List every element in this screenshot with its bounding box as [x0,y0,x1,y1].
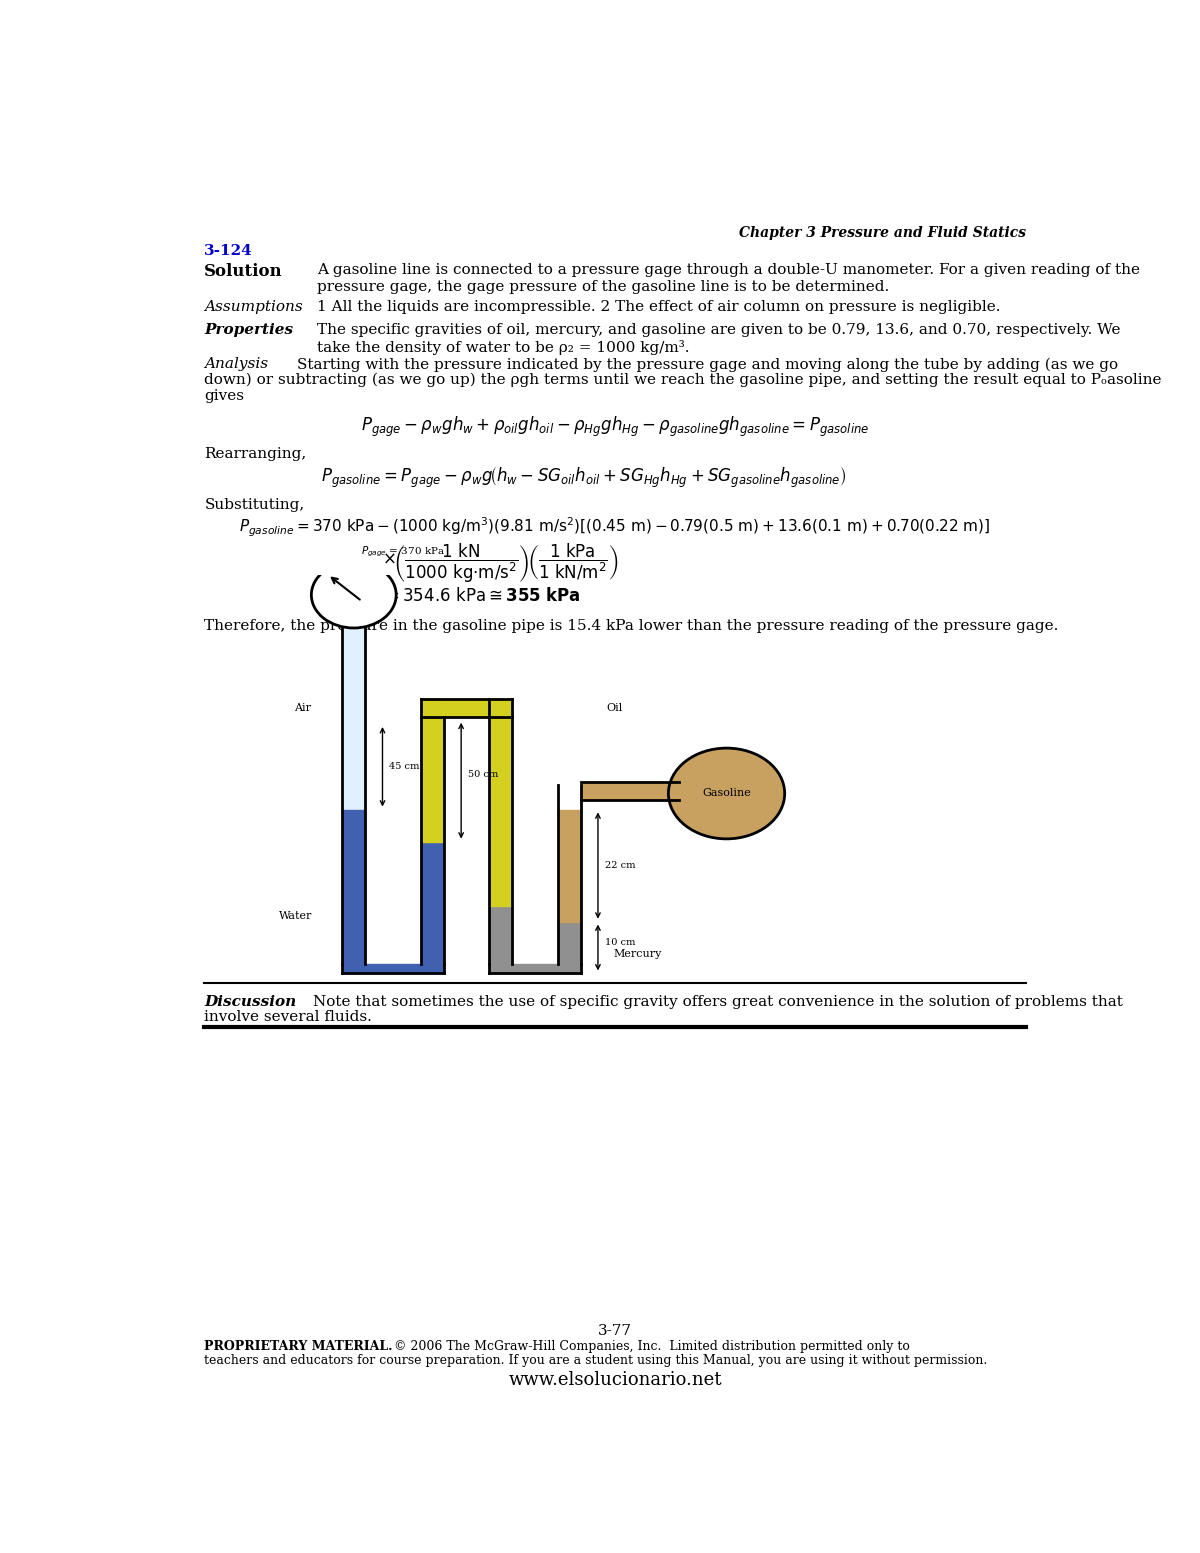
Text: Starting with the pressure indicated by the pressure gage and moving along the t: Starting with the pressure indicated by … [298,357,1118,371]
Text: Assumptions: Assumptions [204,300,302,314]
Circle shape [311,562,396,627]
Text: PROPRIETARY MATERIAL.: PROPRIETARY MATERIAL. [204,1340,392,1353]
Circle shape [668,749,785,839]
Text: Solution: Solution [204,264,283,281]
Text: © 2006 The McGraw-Hill Companies, Inc.  Limited distribution permitted only to: © 2006 The McGraw-Hill Companies, Inc. L… [390,1340,910,1353]
Text: 50 cm: 50 cm [468,770,498,780]
Text: $P_{gasoline} = 370\ \mathrm{kPa} -(1000\ \mathrm{kg/m^3})(9.81\ \mathrm{m/s^2}): $P_{gasoline} = 370\ \mathrm{kPa} -(1000… [239,516,991,539]
Text: Note that sometimes the use of specific gravity offers great convenience in the : Note that sometimes the use of specific … [313,995,1123,1009]
Text: down) or subtracting (as we go up) the ρgh terms until we reach the gasoline pip: down) or subtracting (as we go up) the ρ… [204,373,1162,387]
Text: Mercury: Mercury [613,949,662,958]
Text: $P_{gage}$ = 370 kPa: $P_{gage}$ = 370 kPa [361,545,445,559]
Text: gives: gives [204,388,245,402]
Text: Oil: Oil [607,704,623,713]
Text: Chapter 3 Pressure and Fluid Statics: Chapter 3 Pressure and Fluid Statics [739,227,1026,241]
Text: Therefore, the pressure in the gasoline pipe is 15.4 kPa lower than the pressure: Therefore, the pressure in the gasoline … [204,620,1058,634]
Text: Discussion: Discussion [204,995,296,1009]
Text: $P_{gage} - \rho_w g h_w + \rho_{oil} g h_{oil} - \rho_{Hg} g h_{Hg} - \rho_{gas: $P_{gage} - \rho_w g h_w + \rho_{oil} g … [361,415,869,439]
Text: Air: Air [294,704,311,713]
Text: Analysis: Analysis [204,357,269,371]
Text: $P_{gasoline} = P_{gage} - \rho_w g\!\left(h_w - SG_{oil}h_{oil} + SG_{Hg}h_{Hg}: $P_{gasoline} = P_{gage} - \rho_w g\!\le… [322,466,847,491]
Text: 22 cm: 22 cm [605,860,635,870]
Text: 3-77: 3-77 [598,1325,632,1339]
Text: Gasoline: Gasoline [702,789,751,798]
Text: A gasoline line is connected to a pressure gage through a double-U manometer. Fo: A gasoline line is connected to a pressu… [317,264,1140,294]
Text: Substituting,: Substituting, [204,499,305,512]
Text: The specific gravities of oil, mercury, and gasoline are given to be 0.79, 13.6,: The specific gravities of oil, mercury, … [317,323,1120,354]
Text: www.elsolucionario.net: www.elsolucionario.net [509,1371,721,1388]
Text: 10 cm: 10 cm [605,938,635,947]
Text: Water: Water [278,912,312,921]
Text: involve several fluids.: involve several fluids. [204,1011,372,1025]
Text: $\times\!\left(\dfrac{1\ \mathrm{kN}}{1000\ \mathrm{kg{\cdot}m/s^2}}\right)\!\le: $\times\!\left(\dfrac{1\ \mathrm{kN}}{10… [383,542,619,585]
Text: Properties: Properties [204,323,293,337]
Text: 3-124: 3-124 [204,244,253,258]
Text: $= 354.6\ \mathrm{kPa} \cong \mathbf{355}\ \mathbf{kPa}$: $= 354.6\ \mathrm{kPa} \cong \mathbf{355… [383,587,581,604]
Text: 1 All the liquids are incompressible. 2 The effect of air column on pressure is : 1 All the liquids are incompressible. 2 … [317,300,1000,314]
Text: teachers and educators for course preparation. If you are a student using this M: teachers and educators for course prepar… [204,1354,988,1367]
Text: Rearranging,: Rearranging, [204,447,306,461]
Text: 45 cm: 45 cm [389,763,420,772]
